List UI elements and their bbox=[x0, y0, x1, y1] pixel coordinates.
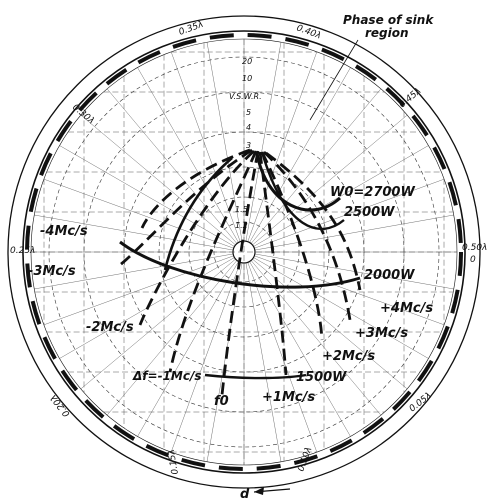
vswr-tick-1.2: 1.2 bbox=[235, 221, 248, 230]
radial-line bbox=[249, 67, 351, 243]
vswr-tick-20: 20 bbox=[242, 57, 252, 66]
radial-line bbox=[106, 88, 238, 244]
rect-grid bbox=[31, 39, 457, 465]
radial-line bbox=[254, 214, 454, 251]
radial-line bbox=[252, 258, 408, 390]
freq-label-plus2: +2Mc/s bbox=[322, 349, 375, 364]
direction-arrowhead bbox=[254, 487, 264, 495]
vswr-circle bbox=[188, 196, 300, 308]
radial-line bbox=[252, 114, 408, 246]
freq-label-plus4: +4Mc/s bbox=[380, 301, 433, 316]
radial-line bbox=[170, 262, 241, 453]
phase-pointer bbox=[309, 39, 359, 121]
freq-label-plus1: +1Mc/s bbox=[262, 390, 315, 405]
radial-line bbox=[59, 145, 235, 247]
radial-line bbox=[247, 51, 318, 242]
wl-label-0.50: 0.50λ bbox=[462, 243, 487, 253]
phase-label-line1: Phase of sink bbox=[343, 13, 434, 27]
radial-line bbox=[206, 262, 243, 462]
vswr-tick-1.5: 1.5 bbox=[235, 205, 248, 214]
radial-line bbox=[137, 67, 239, 243]
wl-label-0.15: 0.15λ bbox=[167, 448, 181, 475]
freq-label-minus2: -2Mc/s bbox=[86, 320, 134, 335]
radial-line bbox=[253, 257, 429, 359]
power-label-2000: 2000W bbox=[364, 268, 415, 283]
radial-line bbox=[43, 255, 234, 326]
freq-contour-minus1 bbox=[168, 150, 258, 373]
vswr-tick-10: 10 bbox=[242, 74, 252, 83]
freq-label-minus1: Δf=-1Mc/s bbox=[132, 369, 201, 383]
freq-contour-minus3 bbox=[119, 148, 253, 267]
freq-contour-plus3 bbox=[263, 150, 352, 321]
frequency-contours bbox=[119, 148, 362, 396]
power-label-1500: 1500W bbox=[296, 370, 347, 385]
power-label-2700: W0=2700W bbox=[330, 185, 415, 200]
power-contour-2000 bbox=[119, 240, 361, 289]
radial-line bbox=[250, 88, 382, 244]
freq-contour-plus1 bbox=[258, 151, 288, 376]
direction-label: d bbox=[240, 487, 250, 502]
freq-contour-minus2 bbox=[138, 149, 255, 326]
vswr-tick-3: 3 bbox=[246, 141, 251, 150]
freq-label-minus4: -4Mc/s bbox=[40, 224, 88, 239]
wl-label-0.25: 0.25λ bbox=[10, 246, 35, 256]
radial-line bbox=[34, 253, 234, 290]
wl-label-0.20: 0.20λ bbox=[49, 392, 73, 418]
radial-line bbox=[245, 262, 282, 462]
radial-line bbox=[43, 178, 234, 249]
radial-line bbox=[34, 214, 234, 251]
radial-line bbox=[253, 145, 429, 247]
radial-line bbox=[245, 42, 282, 242]
chart-boundary bbox=[22, 30, 466, 474]
outer-ring bbox=[7, 15, 481, 489]
radial-line bbox=[254, 178, 445, 249]
phase-label-line2: region bbox=[365, 26, 409, 40]
radial-line bbox=[206, 42, 243, 242]
freq-label-f0: f0 bbox=[214, 394, 229, 409]
radial-line bbox=[249, 261, 351, 437]
freq-label-minus3: -3Mc/s bbox=[28, 264, 76, 279]
power-contour-1500 bbox=[204, 373, 307, 380]
power-contour-2700 bbox=[255, 152, 342, 212]
freq-contour-plus2 bbox=[260, 151, 324, 341]
radial-line bbox=[170, 51, 241, 242]
wavelength-scale-band bbox=[25, 33, 463, 471]
radial-line bbox=[106, 260, 238, 416]
radial-line bbox=[254, 255, 445, 326]
radial-line bbox=[80, 114, 236, 246]
vswr-axis-label: V.S.W.R. bbox=[229, 92, 262, 101]
freq-contour-minus4 bbox=[140, 148, 251, 229]
freq-label-plus3: +3Mc/s bbox=[355, 326, 408, 341]
vswr-tick-5: 5 bbox=[246, 108, 251, 117]
radial-line bbox=[137, 261, 239, 437]
freq-solid-a bbox=[163, 157, 233, 271]
wl-label-0: 0 bbox=[470, 255, 476, 265]
radial-line bbox=[247, 262, 318, 453]
freq-contour-plus4 bbox=[265, 151, 362, 291]
freq-contour-f0 bbox=[220, 150, 260, 396]
radial-line bbox=[80, 258, 236, 390]
vswr-tick-4: 4 bbox=[246, 123, 251, 132]
wl-label-0.05: 0.05λ bbox=[408, 391, 434, 415]
power-label-2500: 2500W bbox=[344, 205, 395, 220]
